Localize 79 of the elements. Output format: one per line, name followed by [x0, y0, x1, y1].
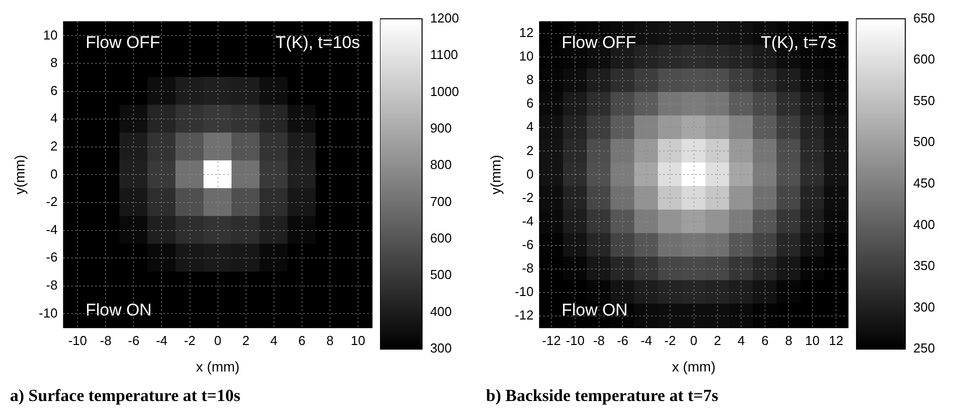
color-bar-label: 650 [913, 10, 936, 26]
annotation: Flow ON [562, 300, 628, 320]
x-tick-label: 10 [805, 332, 820, 348]
y-tick-label: 10 [519, 48, 534, 64]
x-tick-label: 6 [761, 332, 769, 348]
y-tick-label: 0 [50, 166, 58, 182]
color-bar-label: 550 [913, 92, 936, 108]
y-tick-label: -10 [514, 284, 534, 299]
color-bar-label: 800 [430, 157, 452, 172]
text: a) Surface temperature at t=10s [10, 386, 242, 406]
color-bar-label: 250 [913, 340, 936, 356]
color-bar-label: 600 [430, 230, 452, 246]
y-tick-label: 2 [526, 142, 534, 158]
color-bar-label: 350 [913, 258, 936, 274]
x-tick-label: -6 [616, 332, 628, 348]
y-tick-label: -8 [522, 260, 534, 276]
y-tick-label: 12 [519, 25, 534, 40]
color-bar-label: 900 [430, 120, 452, 136]
color-bar-label: 300 [430, 340, 452, 356]
color-bar-label: 700 [430, 194, 452, 209]
x-tick-label: 0 [690, 332, 698, 348]
y-tick-label: -6 [522, 236, 534, 252]
x-tick-label: 4 [270, 332, 278, 348]
y-tick-label: -2 [522, 190, 534, 205]
x-tick-label: 8 [326, 332, 334, 348]
y-tick-label: 0 [526, 166, 534, 182]
x-tick-label: 12 [828, 332, 844, 348]
x-tick-label: -12 [542, 332, 561, 348]
color-bar-label: 1100 [430, 47, 458, 62]
x-tick-label: -8 [593, 332, 605, 348]
x-axis-title: x (mm) [196, 358, 240, 374]
annotation: T(K), t=7s [760, 32, 836, 52]
annotation: Flow OFF [562, 32, 636, 52]
color-bar-label: 500 [430, 267, 452, 282]
x-tick-label: 0 [214, 332, 222, 348]
x-tick-label: -2 [184, 332, 196, 348]
y-tick-label: -10 [38, 305, 58, 320]
x-tick-label: -10 [566, 332, 585, 348]
y-tick-label: 6 [50, 82, 58, 98]
x-tick-label: 2 [242, 332, 250, 348]
x-tick-label: 4 [738, 332, 745, 348]
y-axis-title: y(mm) [487, 154, 504, 195]
x-tick-label: -4 [156, 332, 168, 348]
y-tick-label: 4 [526, 119, 534, 134]
text: b) Backside temperature at t=7s [486, 386, 720, 406]
y-tick-label: -6 [46, 250, 58, 265]
x-tick-label: -10 [68, 332, 88, 348]
x-axis-title: x (mm) [672, 358, 716, 374]
y-tick-label: 10 [43, 27, 58, 42]
x-tick-label: 10 [350, 332, 366, 348]
y-tick-label: -12 [514, 307, 534, 322]
y-tick-label: 4 [50, 110, 58, 126]
y-tick-label: 2 [50, 138, 58, 154]
x-tick-label: 6 [298, 332, 306, 348]
y-tick-label: 6 [526, 96, 534, 111]
x-tick-label: -4 [640, 332, 652, 348]
y-tick-label: -2 [46, 194, 58, 210]
y-tick-label: -8 [46, 277, 58, 292]
annotation: Flow OFF [86, 32, 160, 52]
color-bar-label: 500 [913, 134, 936, 150]
x-tick-label: 8 [785, 332, 792, 348]
x-tick-label: -6 [128, 332, 140, 348]
color-bar-label: 400 [913, 216, 936, 232]
y-tick-label: -4 [46, 222, 58, 237]
color-bar-label: 1200 [430, 10, 459, 26]
y-tick-label: 8 [526, 72, 534, 88]
y-axis-title: y(mm) [11, 154, 28, 195]
x-tick-label: -2 [664, 332, 676, 348]
y-tick-label: 8 [50, 55, 58, 70]
color-bar-label: 450 [913, 175, 936, 190]
y-tick-label: -4 [522, 213, 534, 228]
annotation: T(K), t=10s [275, 32, 360, 52]
color-bar-label: 600 [913, 52, 936, 67]
x-tick-label: 2 [714, 332, 722, 348]
color-bar-label: 1000 [430, 84, 459, 99]
x-tick-label: -8 [100, 332, 112, 348]
color-bar-label: 400 [430, 304, 452, 319]
annotation: Flow ON [86, 300, 152, 320]
color-bar-label: 300 [913, 299, 936, 314]
